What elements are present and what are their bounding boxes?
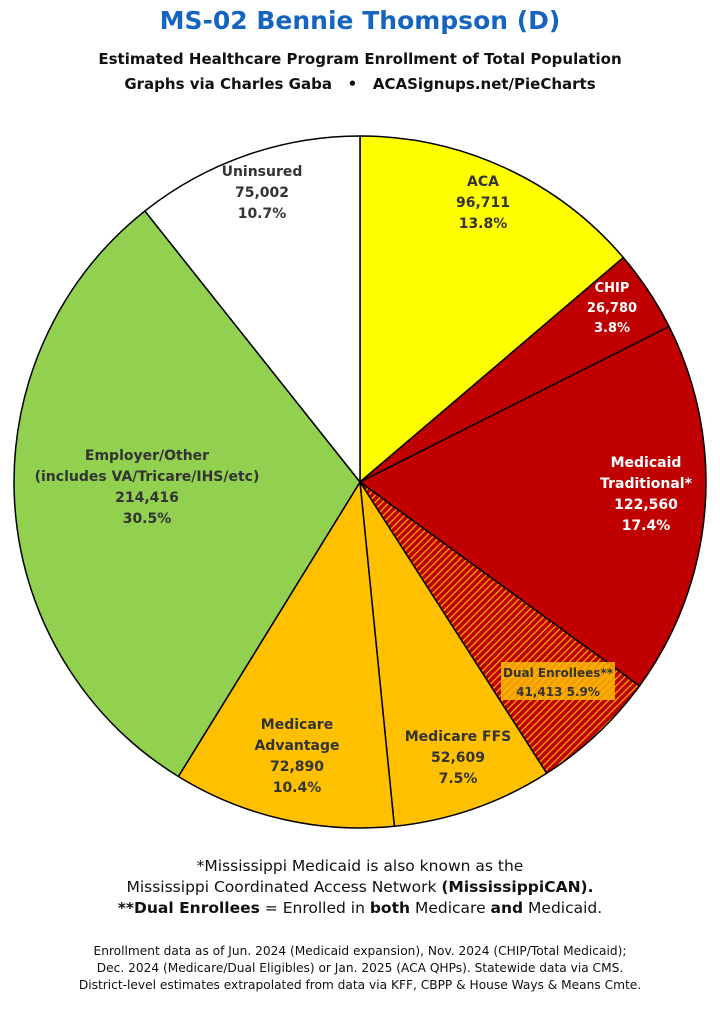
slice-label-text: Uninsured xyxy=(222,164,303,180)
slice-label-uninsured: Uninsured 75,002 10.7% xyxy=(222,164,303,222)
slice-label-text: 26,780 xyxy=(587,301,637,316)
slice-label-text: Medicare xyxy=(261,717,333,733)
pie-slice-aca xyxy=(359,135,625,484)
source-line-3: District-level estimates extrapolated fr… xyxy=(78,978,642,992)
dual-label-background xyxy=(501,662,615,700)
slice-label-text: Medicare FFS xyxy=(405,729,511,745)
slice-label-medicare-ffs: Medicare FFS 52,609 7.5% xyxy=(405,729,511,787)
slice-label-text: 52,609 xyxy=(431,750,485,766)
slice-label-text: Employer/Other xyxy=(85,448,209,464)
slice-label-medicaid: Medicaid Traditional* 122,560 17.4% xyxy=(600,455,693,534)
slice-label-text: Dual Enrollees** xyxy=(503,666,614,680)
footnotes: *Mississippi Medicaid is also known as t… xyxy=(0,856,720,919)
slice-label-text: 41,413 5.9% xyxy=(516,685,600,699)
chart-subtitle: Estimated Healthcare Program Enrollment … xyxy=(98,50,622,68)
source-notes: Enrollment data as of Jun. 2024 (Medicai… xyxy=(0,943,720,994)
chart-credit: Graphs via Charles Gaba • ACASignups.net… xyxy=(124,75,596,93)
slice-label-text: 17.4% xyxy=(622,518,671,534)
slice-label-text: (includes VA/Tricare/IHS/etc) xyxy=(35,469,260,485)
slice-label-text: 72,890 xyxy=(270,759,324,775)
slice-label-text: 75,002 xyxy=(235,185,289,201)
slice-label-text: 214,416 xyxy=(115,490,179,506)
slice-label-text: Advantage xyxy=(254,738,339,754)
pie-slice-dual-enrollees xyxy=(359,481,641,775)
slice-label-text: CHIP xyxy=(595,281,630,296)
slice-label-text: Medicaid xyxy=(611,455,682,471)
slice-label-dual-enrollees: Dual Enrollees** 41,413 5.9% xyxy=(501,662,615,700)
pie-slice-uninsured xyxy=(143,135,361,485)
slice-label-chip: CHIP 26,780 3.8% xyxy=(587,281,637,336)
pie-slice-employer-other xyxy=(13,209,361,778)
footnote-line-3: **Dual Enrollees = Enrolled in both Medi… xyxy=(117,899,603,917)
slice-label-text: 10.7% xyxy=(238,206,287,222)
slice-label-text: 13.8% xyxy=(459,216,508,232)
slice-label-text: ACA xyxy=(467,174,499,190)
slice-label-medicare: Medicare Advantage 72,890 10.4% xyxy=(254,717,339,796)
pie-slice-medicare-ffs xyxy=(359,481,548,828)
pie-slice-medicare xyxy=(177,479,396,829)
footnote-line-2: Mississippi Coordinated Access Network (… xyxy=(126,878,594,896)
slice-label-text: 30.5% xyxy=(123,511,172,527)
slice-label-text: 3.8% xyxy=(594,321,630,336)
slice-label-text: 10.4% xyxy=(273,780,322,796)
chart-title: MS-02 Bennie Thompson (D) xyxy=(159,6,561,35)
slice-label-text: Traditional* xyxy=(600,476,693,492)
slice-label-text: 122,560 xyxy=(614,497,678,513)
slice-label-text: 7.5% xyxy=(439,771,478,787)
slice-label-employer-other: Employer/Other (includes VA/Tricare/IHS/e… xyxy=(35,448,260,527)
slice-label-aca: ACA 96,711 13.8% xyxy=(456,174,510,232)
pie-slice-medicaid xyxy=(358,325,707,687)
source-line-2: Dec. 2024 (Medicare/Dual Eligibles) or J… xyxy=(96,961,624,975)
footnote-line-1: *Mississippi Medicaid is also known as t… xyxy=(196,857,524,875)
source-line-1: Enrollment data as of Jun. 2024 (Medicai… xyxy=(93,944,627,958)
slice-label-text: 96,711 xyxy=(456,195,510,211)
pie-chart: ACA 96,711 13.8% CHIP 26,780 3.8% Medicaid Trad… xyxy=(13,135,707,829)
